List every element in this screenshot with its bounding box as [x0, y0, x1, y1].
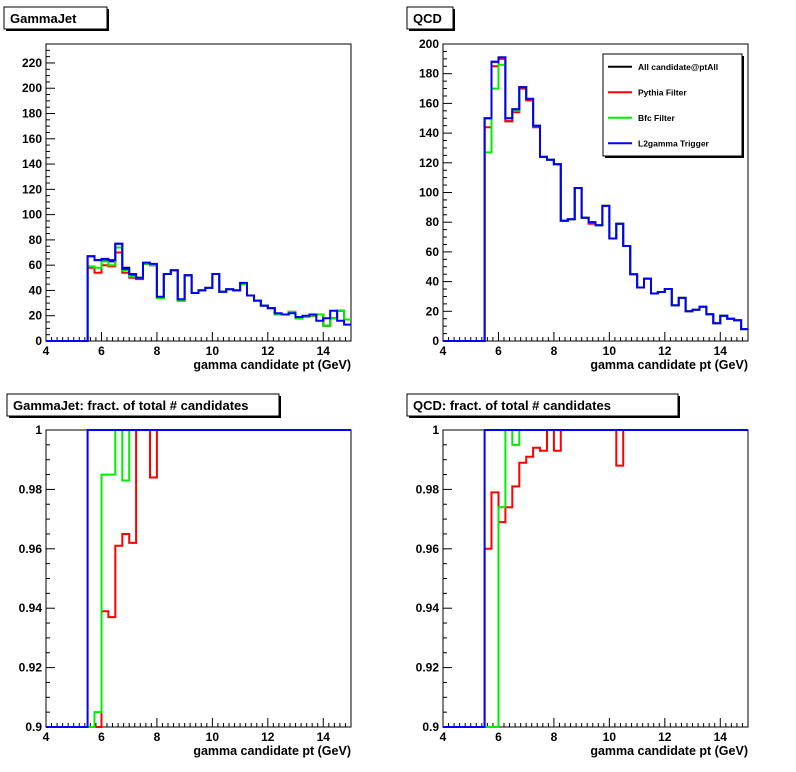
x-tick-label: 8: [551, 344, 558, 358]
x-tick-label: 6: [495, 344, 502, 358]
y-tick-label: 20: [29, 309, 43, 323]
x-tick-label: 14: [317, 344, 331, 358]
y-tick-label: 1: [35, 423, 42, 437]
plot-frame: [45, 43, 352, 342]
chart-panel-2: 4 6 8 10 12 14020406080100120140160180200gamm…: [406, 6, 749, 372]
y-tick-label: 120: [419, 156, 439, 170]
title-box: [6, 393, 280, 417]
y-tick-label: 160: [22, 132, 42, 146]
y-tick-label: 120: [22, 182, 42, 196]
x-axis-title: gamma candidate pt (GeV): [590, 744, 748, 758]
y-tick-label: 0.94: [416, 601, 440, 615]
title-box: [406, 6, 454, 30]
x-tick-label: 8: [551, 730, 558, 744]
x-tick-label: 12: [261, 344, 275, 358]
x-tick-label: 4: [440, 344, 447, 358]
y-tick-label: 100: [419, 186, 439, 200]
y-tick-label: 100: [22, 208, 42, 222]
x-tick-label: 10: [603, 344, 617, 358]
y-tick-label: 0.92: [19, 661, 43, 675]
y-tick-label: 0.96: [19, 542, 43, 556]
x-tick-label: 6: [98, 344, 105, 358]
y-tick-label: 200: [419, 37, 439, 51]
y-tick-label: 140: [419, 126, 439, 140]
y-tick-label: 140: [22, 157, 42, 171]
x-axis-title: gamma candidate pt (GeV): [193, 744, 351, 758]
x-tick-label: 4: [43, 730, 50, 744]
x-tick-label: 8: [154, 730, 161, 744]
y-tick-label: 1: [432, 423, 439, 437]
legend-label: Pythia Filter: [638, 87, 687, 97]
x-axis-title: gamma candidate pt (GeV): [193, 358, 351, 372]
legend-label: All candidate@ptAll: [638, 62, 718, 72]
chart-panel-4: 4 6 8 10 12 14 0.9 0.92 0.94 0.96 0.98 1 gamma candi…: [406, 393, 749, 758]
y-tick-label: 0.9: [422, 720, 439, 734]
legend-label: Bfc Filter: [638, 113, 676, 123]
plot-frame: [442, 429, 749, 728]
series-line-l2gamma-trigger: [46, 242, 351, 342]
y-tick-label: 0.98: [416, 482, 440, 496]
y-tick-label: 80: [29, 233, 43, 247]
y-tick-label: 40: [426, 275, 440, 289]
x-tick-label: 14: [714, 344, 728, 358]
x-tick-label: 12: [658, 344, 672, 358]
y-tick-label: 60: [426, 245, 440, 259]
x-tick-label: 10: [206, 730, 220, 744]
y-tick-label: 0: [35, 334, 42, 348]
y-tick-label: 160: [419, 96, 439, 110]
x-tick-label: 4: [440, 730, 447, 744]
y-tick-label: 0.94: [19, 601, 43, 615]
y-tick-label: 60: [29, 258, 43, 272]
x-tick-label: 8: [154, 344, 161, 358]
x-tick-label: 12: [261, 730, 275, 744]
chart-panel-1: 4 6 8 10 12 14020406080100120140160180200220g…: [3, 6, 352, 372]
x-tick-label: 6: [495, 730, 502, 744]
y-tick-label: 0.98: [19, 482, 43, 496]
series-line-l2gamma-trigger: [46, 429, 351, 728]
x-axis-title: gamma candidate pt (GeV): [590, 358, 748, 372]
x-tick-label: 12: [658, 730, 672, 744]
legend-box: [602, 53, 743, 157]
series-line-l2gamma-trigger: [443, 429, 748, 728]
x-tick-label: 6: [98, 730, 105, 744]
title-box: [406, 393, 679, 417]
y-tick-label: 180: [419, 67, 439, 81]
y-tick-label: 20: [426, 304, 440, 318]
x-tick-label: 14: [317, 730, 331, 744]
y-tick-label: 0: [432, 334, 439, 348]
chart-title: QCD: fract. of total # candidates: [413, 398, 611, 413]
plot-frame: [45, 429, 352, 728]
y-tick-label: 0.96: [416, 542, 440, 556]
chart-panel-3: 4 6 8 10 12 14 0.9 0.92 0.94 0.96 0.98 1 gamma candi…: [6, 393, 352, 758]
y-tick-label: 0.92: [416, 661, 440, 675]
legend-label: L2gamma Trigger: [638, 138, 710, 148]
y-tick-label: 220: [22, 56, 42, 70]
y-tick-label: 0.9: [25, 720, 42, 734]
title-box: [3, 6, 108, 30]
y-tick-label: 200: [22, 81, 42, 95]
series-line-l2gamma-trigger: [443, 56, 748, 342]
x-tick-label: 10: [603, 730, 617, 744]
x-tick-label: 14: [714, 730, 728, 744]
chart-title: GammaJet: [10, 11, 77, 26]
y-tick-label: 80: [426, 215, 440, 229]
y-tick-label: 180: [22, 107, 42, 121]
chart-title: QCD: [413, 11, 442, 26]
x-tick-label: 10: [206, 344, 220, 358]
x-tick-label: 4: [43, 344, 50, 358]
y-tick-label: 40: [29, 283, 43, 297]
chart-title: GammaJet: fract. of total # candidates: [13, 398, 249, 413]
